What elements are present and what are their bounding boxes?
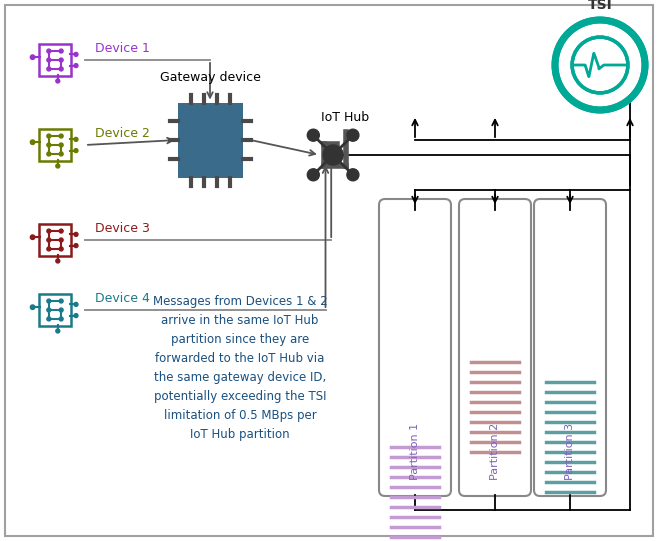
Circle shape	[47, 58, 51, 62]
Circle shape	[30, 55, 35, 60]
Circle shape	[74, 233, 78, 236]
FancyBboxPatch shape	[379, 199, 451, 496]
Circle shape	[47, 143, 51, 147]
Circle shape	[59, 299, 63, 303]
Circle shape	[74, 314, 78, 318]
Text: Device 1: Device 1	[95, 42, 150, 55]
Circle shape	[74, 64, 78, 68]
Circle shape	[347, 129, 359, 141]
Text: Messages from Devices 1 & 2
arrive in the same IoT Hub
partition since they are
: Messages from Devices 1 & 2 arrive in th…	[153, 295, 327, 441]
Text: Partition 3: Partition 3	[565, 423, 575, 480]
FancyBboxPatch shape	[39, 129, 72, 161]
Text: Device 2: Device 2	[95, 127, 150, 140]
Circle shape	[555, 20, 645, 110]
Circle shape	[47, 308, 51, 312]
Text: Gateway device: Gateway device	[159, 71, 261, 84]
Circle shape	[30, 140, 35, 144]
Circle shape	[47, 229, 51, 233]
Circle shape	[47, 134, 51, 138]
Circle shape	[74, 149, 78, 153]
Text: Partition 1: Partition 1	[410, 423, 420, 480]
Circle shape	[59, 134, 63, 138]
Text: Device 3: Device 3	[95, 222, 150, 235]
Circle shape	[323, 145, 343, 165]
Circle shape	[59, 308, 63, 312]
FancyBboxPatch shape	[39, 294, 72, 326]
Circle shape	[56, 79, 60, 83]
Circle shape	[47, 67, 51, 71]
Circle shape	[56, 164, 60, 168]
Circle shape	[347, 169, 359, 181]
Circle shape	[59, 247, 63, 251]
Circle shape	[59, 152, 63, 156]
FancyBboxPatch shape	[39, 44, 72, 76]
Text: TSI: TSI	[588, 0, 613, 12]
Text: Partition 2: Partition 2	[490, 423, 500, 480]
Circle shape	[47, 49, 51, 53]
Circle shape	[307, 169, 319, 181]
Circle shape	[59, 58, 63, 62]
Circle shape	[47, 247, 51, 251]
FancyBboxPatch shape	[534, 199, 606, 496]
Circle shape	[572, 37, 628, 93]
Circle shape	[47, 317, 51, 321]
Circle shape	[56, 329, 60, 333]
Circle shape	[307, 129, 319, 141]
Circle shape	[74, 52, 78, 56]
Bar	[178, 102, 243, 177]
Circle shape	[59, 49, 63, 53]
Circle shape	[30, 235, 35, 240]
FancyBboxPatch shape	[39, 223, 72, 256]
Text: IoT Hub: IoT Hub	[321, 111, 369, 124]
FancyBboxPatch shape	[459, 199, 531, 496]
Text: Device 4: Device 4	[95, 292, 150, 305]
Circle shape	[30, 305, 35, 309]
Circle shape	[59, 67, 63, 71]
Circle shape	[59, 238, 63, 242]
Circle shape	[59, 143, 63, 147]
Circle shape	[56, 259, 60, 263]
Circle shape	[74, 302, 78, 306]
Circle shape	[47, 152, 51, 156]
Circle shape	[74, 243, 78, 248]
Circle shape	[47, 238, 51, 242]
Circle shape	[47, 299, 51, 303]
Circle shape	[74, 137, 78, 141]
Circle shape	[59, 317, 63, 321]
Circle shape	[59, 229, 63, 233]
